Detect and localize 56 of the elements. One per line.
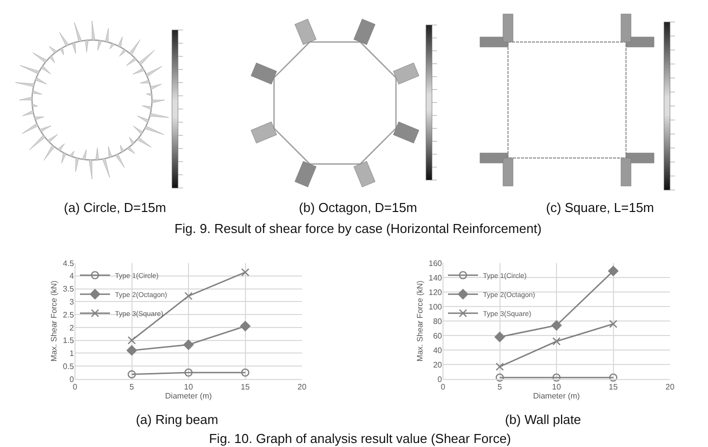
point [608,266,618,276]
point [609,373,618,382]
y-tick-label: 160 [428,258,443,268]
text: (a) Circle, D=15m [64,200,166,215]
y-tick-label: 1.5 [62,336,75,346]
y-tick-label: 4 [70,272,75,281]
y-tick-label: 140 [428,273,443,282]
y-tick-label: 3.5 [62,284,75,294]
y-tick-label: 80 [433,316,443,326]
text: (a) Ring beam [136,412,218,427]
x-tick-label: 10 [184,382,194,392]
point [496,362,504,371]
caption: Fig. 10. Graph of analysis result value (Shear Force) [208,431,512,446]
point [552,337,561,346]
point [240,321,250,332]
y-tick-label: 4.5 [62,258,75,268]
point [128,336,136,344]
x-axis-title: Diameter (m) [533,392,580,401]
y-tick-label: 40 [433,346,443,355]
y-tick-label: 0 [70,374,75,384]
point [496,373,504,382]
point [184,368,193,377]
text: (b) Octagon, D=15m [298,200,418,215]
point [552,373,561,382]
x-tick-label: 5 [498,382,503,392]
x-tick-label: 5 [130,382,135,392]
point [551,320,562,330]
point [128,370,136,378]
y-axis-title: Max. Shear Force (kN) [50,280,59,362]
y-tick-label: 60 [433,331,443,340]
y-tick-label: 2 [70,323,75,332]
text: (b) Wall plate [504,412,582,427]
point [126,345,137,356]
y-tick-label: 2.5 [62,310,75,320]
x-axis-title: Diameter (m) [165,392,212,401]
y-tick-label: 100 [428,302,443,312]
y-tick-label: 3 [70,297,75,306]
x-tick-label: 20 [666,382,675,392]
point [494,332,505,342]
point [184,292,193,300]
y-tick-label: 0 [438,374,443,384]
x-tick-label: 15 [608,382,618,392]
point [241,268,250,276]
y-axis-title: Max. Shear Force (kN) [415,280,424,362]
x-tick-label: 15 [240,382,250,392]
caption: Fig. 9. Result of shear force by case (Horizontal Reinforcement) [174,221,542,236]
text: (c) Square, L=15m [546,200,654,215]
y-tick-label: 120 [428,288,443,297]
y-tick-label: 1 [70,349,75,358]
x-tick-label: 20 [298,382,307,392]
point [609,320,618,328]
y-tick-label: 0.5 [62,362,75,371]
y-tick-label: 20 [433,360,443,370]
point [241,368,250,377]
x-tick-label: 10 [552,382,562,392]
point [183,340,194,350]
